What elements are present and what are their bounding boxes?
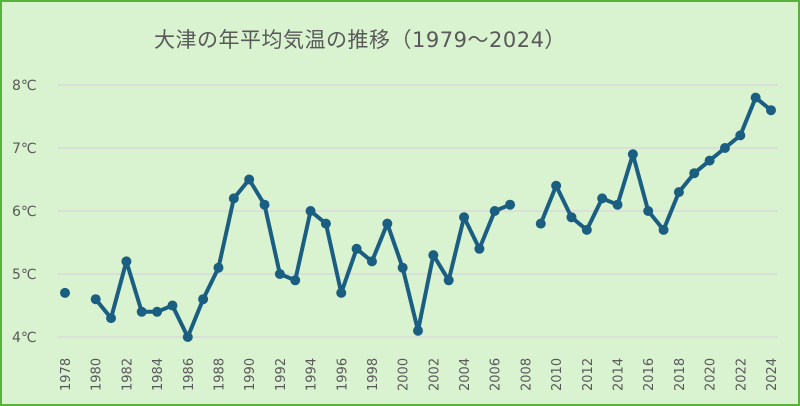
y-tick-label: 5℃ bbox=[12, 267, 37, 283]
data-point bbox=[244, 174, 255, 185]
data-point bbox=[489, 206, 500, 216]
data-point bbox=[90, 294, 101, 305]
series-line bbox=[94, 177, 511, 339]
x-tick-label: 2020 bbox=[704, 358, 719, 391]
x-tick-label: 1994 bbox=[305, 358, 320, 391]
data-point bbox=[259, 199, 270, 210]
data-point bbox=[228, 193, 239, 204]
data-point bbox=[719, 143, 730, 153]
data-series bbox=[60, 92, 776, 342]
data-point bbox=[689, 168, 700, 179]
data-point bbox=[106, 313, 117, 324]
x-tick-label: 1988 bbox=[212, 358, 227, 391]
x-tick-label: 2018 bbox=[673, 358, 688, 391]
x-tick-label: 2004 bbox=[458, 358, 473, 391]
data-point bbox=[597, 193, 608, 204]
data-point bbox=[735, 130, 746, 141]
data-point bbox=[428, 250, 439, 261]
y-tick-label: 7℃ bbox=[12, 141, 37, 157]
data-point bbox=[505, 199, 516, 210]
data-point bbox=[336, 287, 347, 298]
data-point bbox=[566, 212, 577, 223]
y-tick-label: 4℃ bbox=[12, 330, 37, 346]
data-point bbox=[551, 180, 562, 191]
data-point bbox=[198, 294, 209, 305]
x-tick-label: 1984 bbox=[151, 358, 166, 391]
data-point bbox=[612, 199, 623, 210]
y-axis-labels: 4℃ 5℃ 6℃ 7℃ 8℃ bbox=[12, 78, 37, 346]
x-tick-label: 2014 bbox=[612, 358, 627, 391]
x-tick-label: 2024 bbox=[765, 358, 780, 391]
data-point bbox=[658, 224, 669, 235]
x-tick-label: 1998 bbox=[366, 358, 381, 391]
x-tick-label: 1990 bbox=[243, 358, 258, 391]
x-tick-label: 2022 bbox=[734, 358, 749, 391]
data-point bbox=[60, 287, 70, 298]
data-point bbox=[643, 206, 654, 216]
data-point bbox=[535, 218, 546, 229]
x-tick-label: 2006 bbox=[489, 358, 504, 391]
data-point bbox=[136, 306, 147, 317]
x-tick-label: 1980 bbox=[90, 358, 105, 391]
data-point bbox=[351, 243, 362, 254]
gridlines bbox=[58, 84, 778, 338]
data-point bbox=[320, 218, 331, 229]
x-tick-label: 1996 bbox=[335, 358, 350, 391]
x-axis-labels: 1978 1980 1982 1984 1986 1988 1990 1992 1994 1996… bbox=[59, 358, 780, 391]
data-point bbox=[627, 149, 638, 160]
chart-title: 大津の年平均気温の推移（1979～2024） bbox=[154, 28, 566, 52]
y-tick-label: 8℃ bbox=[12, 78, 37, 94]
data-point bbox=[152, 306, 163, 317]
data-point bbox=[382, 218, 393, 229]
data-point bbox=[673, 187, 684, 198]
data-point bbox=[766, 105, 776, 116]
data-point bbox=[274, 269, 285, 279]
data-point bbox=[750, 92, 761, 103]
y-tick-label: 6℃ bbox=[12, 204, 37, 220]
data-point bbox=[290, 275, 301, 286]
data-point bbox=[443, 275, 454, 286]
x-tick-label: 2016 bbox=[642, 358, 657, 391]
data-point bbox=[366, 256, 377, 267]
data-point bbox=[704, 155, 715, 166]
x-tick-label: 2000 bbox=[397, 358, 412, 391]
data-point bbox=[121, 256, 132, 267]
data-point bbox=[213, 262, 224, 273]
x-tick-label: 1982 bbox=[120, 358, 135, 391]
series-line bbox=[538, 95, 773, 232]
data-point bbox=[305, 206, 316, 216]
data-point bbox=[413, 325, 423, 336]
data-point bbox=[182, 332, 193, 342]
data-point bbox=[167, 300, 178, 311]
x-tick-label: 1986 bbox=[182, 358, 197, 391]
x-tick-label: 2008 bbox=[519, 358, 534, 391]
x-tick-label: 2010 bbox=[550, 358, 565, 391]
data-point bbox=[581, 224, 592, 235]
x-tick-label: 2012 bbox=[581, 358, 596, 391]
data-point bbox=[474, 243, 485, 254]
x-tick-label: 2002 bbox=[427, 358, 442, 391]
data-point bbox=[459, 212, 470, 223]
x-tick-label: 1992 bbox=[274, 358, 289, 391]
data-point bbox=[397, 262, 408, 273]
x-tick-label: 1978 bbox=[59, 358, 74, 391]
